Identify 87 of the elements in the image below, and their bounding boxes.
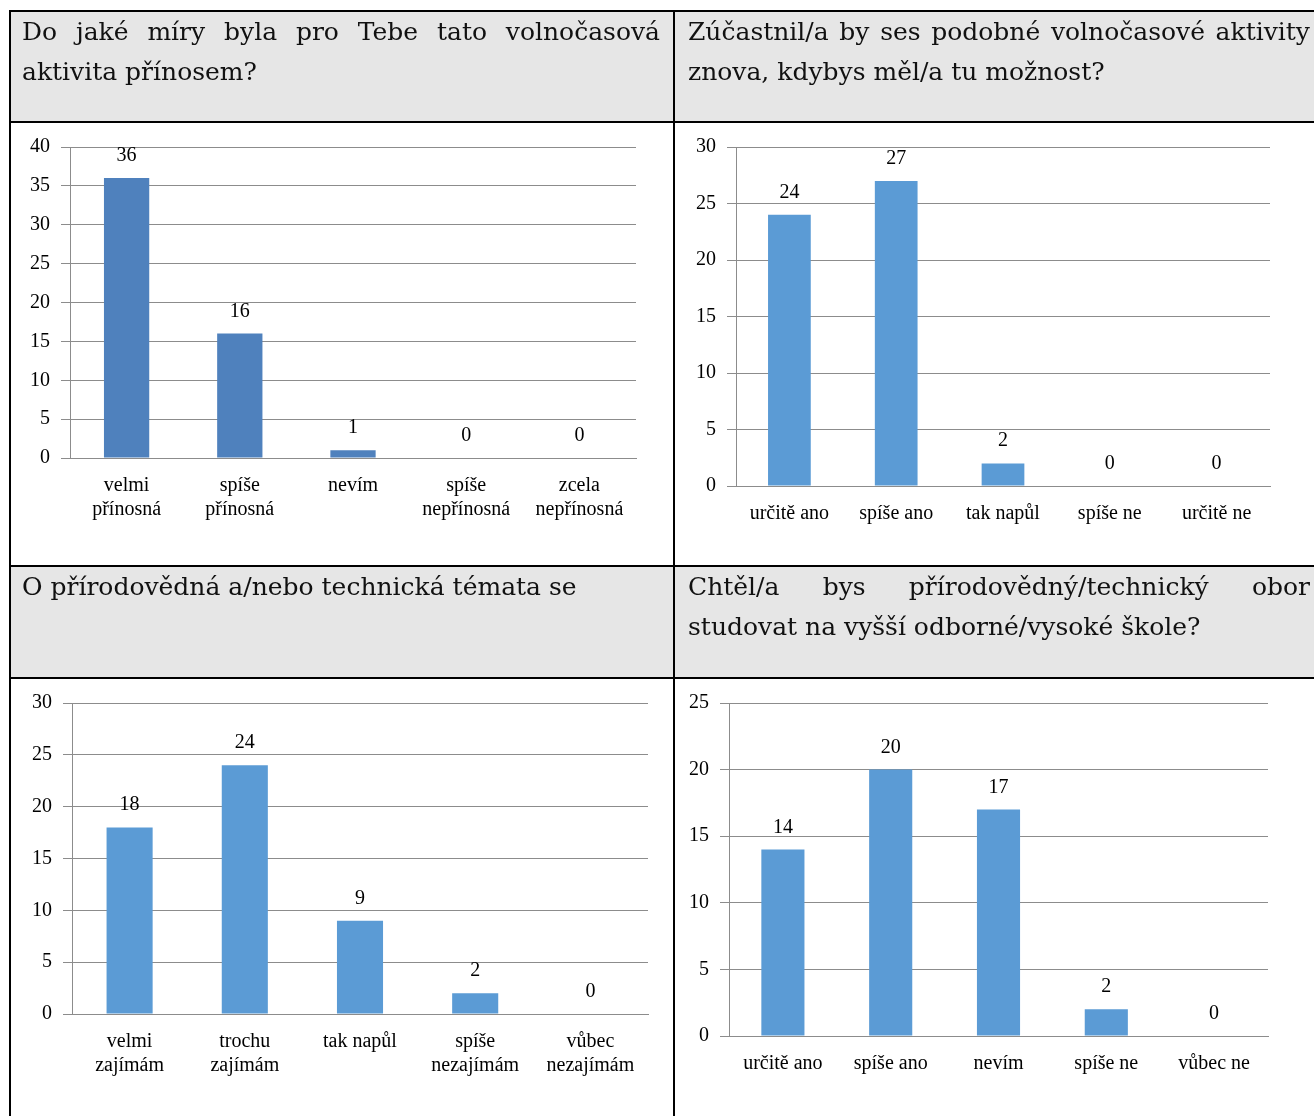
- data-label: 0: [574, 423, 585, 445]
- y-tick-label: 15: [689, 823, 709, 846]
- x-tick-label: zcela nepřínosná: [535, 473, 624, 521]
- data-label: 18: [119, 792, 140, 815]
- y-tick-label: 20: [689, 756, 709, 779]
- x-tick-label: spíše ne: [1077, 501, 1142, 525]
- data-label: 0: [461, 423, 472, 445]
- x-tick-label: určitě ano: [743, 1051, 823, 1074]
- y-tick-label: 40: [30, 134, 50, 157]
- y-tick-label: 0: [40, 445, 50, 468]
- data-label: 17: [988, 774, 1009, 797]
- bar: [761, 849, 805, 1036]
- chart-title: Do jaké míry byla pro Tebe tato volnočasová aktivita přínosem?: [21, 16, 661, 88]
- y-tick-label: 30: [32, 690, 52, 713]
- data-label: 16: [229, 298, 250, 321]
- x-tick-label: určitě ne: [1181, 501, 1252, 524]
- x-tick-label: vůbec nezajímám: [546, 1029, 635, 1077]
- y-tick-label: 25: [30, 250, 50, 273]
- x-tick-label: spíše nezajímám: [431, 1029, 520, 1077]
- y-tick-label: 0: [42, 1001, 52, 1024]
- x-tick-label: spíše ano: [853, 1051, 928, 1075]
- y-tick-label: 15: [30, 328, 50, 351]
- y-tick-label: 30: [696, 134, 716, 157]
- bar: [869, 769, 913, 1036]
- y-tick-label: 0: [706, 473, 716, 496]
- x-tick-label: spíše ne: [1074, 1051, 1139, 1075]
- bar: [452, 993, 499, 1014]
- x-tick-label: vůbec ne: [1178, 1051, 1251, 1074]
- data-label: 27: [886, 145, 907, 168]
- y-tick-label: 15: [696, 303, 716, 326]
- x-tick-label: spíše nepřínosná: [422, 473, 511, 521]
- bar: [221, 765, 268, 1014]
- x-tick-label: nevím: [328, 473, 379, 496]
- bar: [1084, 1009, 1128, 1036]
- data-label: 2: [1101, 974, 1112, 997]
- chart-title: Zúčastnil/a by ses podobné volnočasové aktivity znova, kdybys měl/a tu možnost?: [687, 16, 1311, 88]
- bar: [874, 180, 918, 486]
- bar: [217, 333, 263, 458]
- x-tick-label: velmi zajímám: [95, 1029, 165, 1077]
- data-label: 14: [772, 814, 793, 837]
- y-tick-label: 5: [42, 949, 52, 972]
- x-tick-label: trochu zajímám: [210, 1029, 280, 1077]
- y-tick-label: 10: [696, 360, 716, 383]
- y-tick-label: 20: [30, 289, 50, 312]
- y-tick-label: 5: [40, 406, 50, 429]
- bar: [103, 178, 150, 458]
- bar: [768, 214, 811, 486]
- data-label: 36: [116, 143, 137, 166]
- y-tick-label: 5: [706, 416, 716, 439]
- bar: [330, 450, 376, 458]
- y-tick-label: 20: [32, 793, 52, 816]
- y-tick-label: 25: [696, 190, 716, 213]
- data-label: 20: [880, 734, 901, 757]
- chart-title: O přírodovědná a/nebo technická témata se: [21, 571, 578, 603]
- x-tick-label: spíše ano: [859, 501, 934, 525]
- y-tick-label: 30: [30, 212, 50, 234]
- data-label: 0: [1104, 451, 1115, 473]
- y-tick-label: 20: [696, 247, 716, 270]
- y-tick-label: 35: [30, 173, 50, 196]
- bar: [106, 827, 153, 1014]
- bar: [336, 920, 384, 1014]
- y-tick-label: 25: [32, 742, 52, 765]
- data-label: 0: [1211, 451, 1222, 473]
- x-tick-label: tak napůl: [323, 1029, 398, 1053]
- bar: [976, 809, 1021, 1036]
- y-tick-label: 5: [699, 956, 709, 979]
- y-tick-label: 25: [689, 690, 709, 713]
- y-tick-label: 10: [689, 890, 709, 913]
- data-label: 0: [1209, 1001, 1220, 1023]
- x-tick-label: spíše přínosná: [205, 473, 275, 521]
- y-tick-label: 10: [30, 367, 50, 390]
- y-tick-label: 10: [32, 897, 52, 920]
- x-tick-label: určitě ano: [749, 501, 830, 524]
- y-tick-label: 15: [32, 845, 52, 868]
- data-label: 9: [355, 885, 365, 908]
- bar: [981, 463, 1025, 486]
- data-label: 24: [234, 730, 255, 753]
- data-label: 1: [348, 415, 358, 438]
- data-label: 24: [779, 179, 800, 202]
- chart-title: Chtěl/a bys přírodovědný/technický obor studovat na vyšší odborné/vysoké škole?: [687, 571, 1311, 643]
- data-label: 2: [470, 958, 481, 981]
- x-tick-label: velmi přínosná: [92, 473, 162, 521]
- data-label: 0: [585, 979, 596, 1001]
- x-tick-label: nevím: [973, 1051, 1024, 1074]
- data-label: 2: [998, 428, 1008, 451]
- x-tick-label: tak napůl: [966, 501, 1041, 525]
- y-tick-label: 0: [699, 1023, 709, 1046]
